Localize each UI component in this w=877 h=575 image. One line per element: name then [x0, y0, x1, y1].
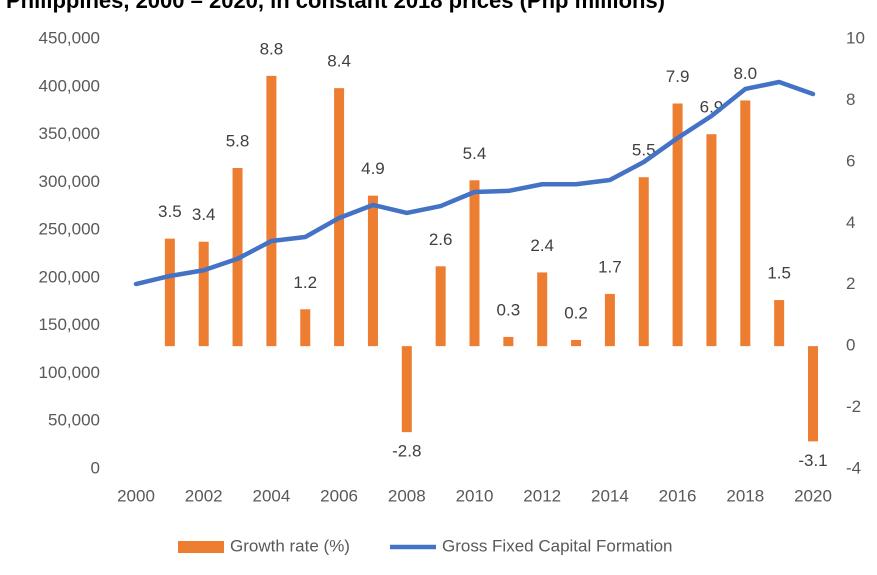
y-tick-label: 300,000 — [39, 172, 100, 191]
data-label: 1.5 — [767, 264, 791, 283]
y-tick-label: 200,000 — [39, 267, 100, 286]
x-tick-label: 2014 — [591, 486, 629, 505]
y-tick-label: 150,000 — [39, 315, 100, 334]
x-tick-label: 2004 — [252, 486, 290, 505]
legend-label: Growth rate (%) — [230, 536, 350, 555]
y-tick-label: 400,000 — [39, 76, 100, 95]
y2-tick-label: 6 — [846, 151, 855, 170]
bar — [266, 75, 277, 347]
y-tick-label: 450,000 — [39, 28, 100, 47]
bar — [503, 336, 514, 347]
legend-swatch — [178, 541, 224, 553]
data-label: 3.5 — [158, 202, 182, 221]
chart-title: Philippines, 2000 – 2020, in constant 20… — [6, 0, 665, 13]
bar — [638, 177, 649, 347]
data-label: 0.2 — [564, 303, 588, 322]
y-tick-label: 0 — [91, 458, 100, 477]
bar — [706, 134, 717, 347]
y-tick-label: 50,000 — [48, 411, 100, 430]
bar — [164, 238, 175, 347]
data-label: 7.9 — [666, 67, 690, 86]
data-label: 8.8 — [260, 39, 284, 58]
bar — [435, 266, 446, 347]
data-label: 8.4 — [327, 52, 351, 71]
bar — [300, 309, 311, 347]
y2-tick-label: -2 — [846, 397, 861, 416]
y2-tick-label: 4 — [846, 213, 855, 232]
x-tick-label: 2006 — [320, 486, 358, 505]
x-tick-label: 2020 — [794, 486, 832, 505]
bar — [401, 346, 412, 433]
y-tick-label: 350,000 — [39, 124, 100, 143]
y2-tick-label: 10 — [846, 28, 865, 47]
bar — [198, 241, 209, 347]
bar — [672, 103, 683, 347]
x-tick-label: 2018 — [726, 486, 764, 505]
y-tick-label: 100,000 — [39, 363, 100, 382]
data-label: 0.3 — [497, 300, 521, 319]
line — [133, 79, 816, 287]
bar — [571, 340, 582, 347]
data-label: -3.1 — [798, 451, 827, 470]
y2-tick-label: 2 — [846, 274, 855, 293]
y2-tick-label: 0 — [846, 336, 855, 355]
data-label: -2.8 — [392, 442, 421, 461]
legend-label: Gross Fixed Capital Formation — [442, 536, 673, 555]
y2-tick-label: -4 — [846, 458, 861, 477]
bar — [774, 300, 785, 347]
data-label: 3.4 — [192, 205, 216, 224]
x-tick-label: 2016 — [659, 486, 697, 505]
x-tick-label: 2008 — [388, 486, 426, 505]
x-tick-label: 2002 — [185, 486, 223, 505]
data-label: 2.4 — [530, 236, 554, 255]
data-label: 5.5 — [632, 141, 656, 160]
x-tick-label: 2000 — [117, 486, 155, 505]
data-label: 8.0 — [733, 64, 757, 83]
bar — [469, 180, 480, 347]
y2-tick-label: 8 — [846, 90, 855, 109]
bar — [604, 293, 615, 347]
bar — [740, 100, 751, 347]
x-tick-label: 2010 — [456, 486, 494, 505]
data-label: 5.4 — [463, 144, 487, 163]
data-label: 4.9 — [361, 159, 385, 178]
data-label: 5.8 — [226, 131, 250, 150]
data-label: 1.2 — [293, 273, 317, 292]
data-label: 2.6 — [429, 230, 453, 249]
bar — [808, 346, 818, 442]
y-tick-label: 250,000 — [39, 220, 100, 239]
data-label: 1.7 — [598, 257, 622, 276]
bar — [537, 272, 548, 347]
x-tick-label: 2012 — [523, 486, 561, 505]
bar — [367, 195, 378, 347]
